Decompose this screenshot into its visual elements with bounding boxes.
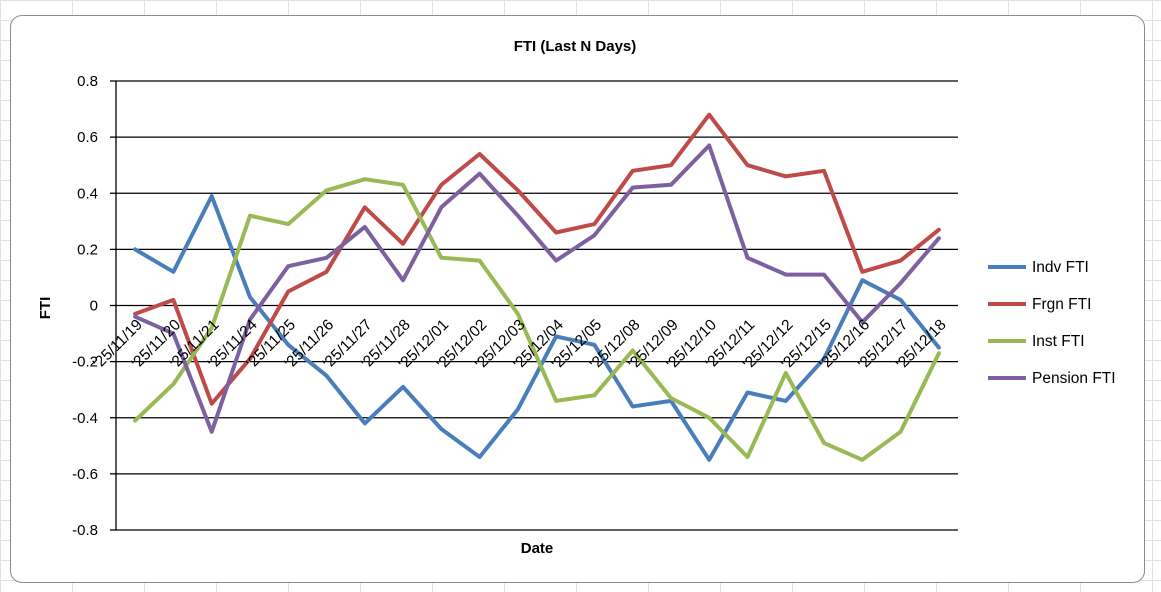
legend-label: Indv FTI <box>1032 259 1089 276</box>
series-line-frgn-fti[interactable] <box>133 112 941 406</box>
series-line-pension-fti[interactable] <box>133 143 941 434</box>
series-line-inst-fti[interactable] <box>133 177 941 462</box>
y-tick-label: -0.4 <box>72 410 98 427</box>
y-tick-label: -0.6 <box>72 466 98 483</box>
legend-label: Frgn FTI <box>1032 296 1091 313</box>
x-axis-ticks: '25/11/19'25/11/20'25/11/21'25/11/24'25/… <box>90 316 950 373</box>
series-line-indv-fti[interactable] <box>133 194 941 462</box>
y-tick-label: 0.2 <box>77 241 98 258</box>
series-lines <box>133 112 941 462</box>
y-tick-label: 0.6 <box>77 129 98 146</box>
y-axis-title: FTI <box>37 297 54 320</box>
legend-label: Pension FTI <box>1032 370 1116 387</box>
y-axis-ticks: 0.8 0.6 0.4 0.2 0 -0.2 -0.4 -0.6 -0.8 <box>72 73 98 539</box>
y-tick-label: 0.4 <box>77 185 98 202</box>
y-tick-label: -0.2 <box>72 354 98 371</box>
y-tick-label: 0 <box>90 298 98 315</box>
y-tick-label: 0.8 <box>77 73 98 90</box>
x-axis-title: Date <box>521 540 554 557</box>
chart-area[interactable] <box>10 15 1145 583</box>
legend: Indv FTI Frgn FTI Inst FTI Pension FTI <box>988 259 1116 387</box>
y-tick-label: -0.8 <box>72 522 98 539</box>
chart-title: FTI (Last N Days) <box>514 38 637 55</box>
legend-label: Inst FTI <box>1032 333 1085 350</box>
gridlines <box>110 80 958 531</box>
